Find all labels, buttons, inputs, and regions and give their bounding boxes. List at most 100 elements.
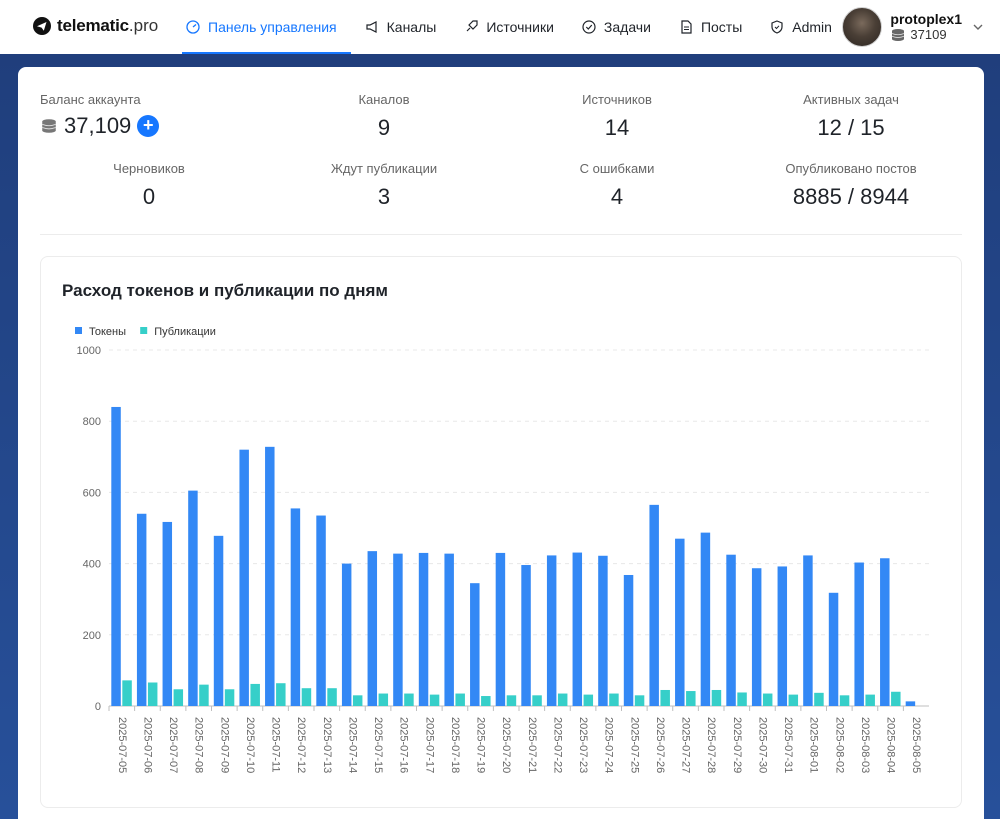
user-balance-value: 37109 (910, 26, 947, 42)
bar-posts (224, 689, 235, 706)
stat-label: Каналов (358, 92, 410, 107)
x-tick-label: 2025-07-27 (680, 717, 692, 773)
bar-posts (609, 693, 619, 706)
stat-label: Черновиков (113, 161, 185, 176)
nav-label: Панель управления (208, 19, 337, 35)
bar-tokens (675, 538, 685, 706)
bar-tokens (470, 583, 480, 706)
y-tick-label: 200 (83, 630, 101, 642)
bar-posts (147, 682, 158, 706)
stat-label: Активных задач (803, 92, 899, 107)
paper-plane-icon (33, 17, 51, 35)
app-logo[interactable]: telematic.pro (33, 14, 158, 38)
x-tick-label: 2025-07-16 (398, 717, 410, 773)
stat-waiting: Ждут публикации 3 (269, 161, 499, 210)
bar-tokens (290, 508, 301, 706)
stat-balance: Баланс аккаунта 37,109 + (40, 92, 270, 139)
x-tick-label: 2025-07-15 (372, 717, 384, 773)
bar-posts (532, 695, 542, 706)
bar-tokens (854, 562, 864, 706)
bar-posts (839, 695, 850, 706)
x-tick-label: 2025-07-07 (167, 717, 179, 773)
bar-tokens (341, 563, 352, 706)
top-navigation-bar: telematic.pro Панель управления Каналы И… (0, 0, 1000, 54)
stat-value: 37,109 (64, 113, 132, 138)
bar-tokens (726, 554, 736, 706)
bar-tokens (905, 701, 916, 706)
y-tick-label: 0 (95, 701, 101, 713)
stat-errors: С ошибками 4 (502, 161, 732, 210)
chevron-down-icon[interactable] (972, 21, 984, 33)
x-tick-label: 2025-08-04 (885, 717, 897, 773)
x-tick-label: 2025-07-28 (705, 717, 717, 773)
bar-tokens (265, 446, 275, 706)
bar-tokens (751, 568, 762, 706)
x-tick-label: 2025-07-11 (270, 717, 282, 772)
bar-posts (788, 694, 799, 706)
stat-label: Баланс аккаунта (40, 92, 141, 107)
x-tick-label: 2025-07-17 (423, 717, 435, 773)
bar-posts (429, 694, 440, 706)
x-tick-label: 2025-07-12 (295, 717, 307, 773)
bar-posts (378, 693, 389, 706)
chart-title: Расход токенов и публикации по дням (62, 281, 388, 300)
nav-item-dashboard[interactable]: Панель управления (172, 0, 351, 54)
bar-posts (404, 693, 414, 706)
x-tick-label: 2025-07-06 (141, 717, 153, 773)
bar-posts (865, 694, 875, 706)
stat-drafts: Черновиков 0 (34, 161, 264, 210)
bar-tokens (880, 558, 890, 706)
chart-card: Расход токенов и публикации по дням Токе… (40, 256, 962, 808)
stat-value: 8885 / 8944 (792, 184, 910, 209)
x-tick-label: 2025-08-02 (833, 717, 845, 773)
nav-label: Посты (700, 19, 743, 35)
stat-value: 0 (142, 184, 156, 209)
bar-posts (301, 688, 312, 706)
bar-posts (250, 683, 260, 706)
legend-label: Токены (89, 326, 126, 338)
x-tick-label: 2025-07-22 (551, 717, 563, 773)
user-menu[interactable]: protoplex1 37109 (842, 6, 984, 48)
stat-sources: Источников 14 (502, 92, 732, 141)
avatar[interactable] (842, 7, 883, 47)
nav-item-channels[interactable]: Каналы (351, 0, 451, 54)
logo-text-light: .pro (128, 16, 159, 35)
user-name: protoplex1 (890, 11, 962, 28)
nav-item-tasks[interactable]: Задачи (568, 0, 665, 54)
bar-posts (737, 692, 747, 706)
stat-value: 4 (610, 184, 624, 209)
bar-tokens (239, 449, 249, 706)
bar-posts (173, 689, 184, 706)
add-balance-button[interactable]: + (137, 115, 160, 137)
nav-item-posts[interactable]: Посты (665, 0, 756, 54)
coins-icon (42, 119, 56, 133)
y-tick-label: 800 (83, 416, 101, 428)
bar-posts (557, 693, 568, 706)
bar-tokens (495, 552, 506, 706)
bar-posts (122, 680, 132, 706)
legend-swatch (140, 327, 148, 334)
legend-swatch (75, 327, 82, 334)
nav-item-sources[interactable]: Источники (450, 0, 568, 54)
nav-label: Каналы (386, 19, 437, 35)
stat-channels: Каналов 9 (269, 92, 499, 141)
stat-value: 9 (377, 115, 391, 140)
bar-posts (634, 695, 645, 706)
bar-posts (455, 693, 465, 706)
bar-posts (327, 688, 337, 706)
stat-label: Ждут публикации (330, 161, 438, 176)
divider (40, 234, 962, 235)
bar-tokens (572, 552, 583, 706)
x-tick-label: 2025-07-24 (603, 717, 615, 773)
nav-item-admin[interactable]: Admin (756, 0, 846, 54)
nav-label: Источники (486, 19, 554, 35)
x-tick-label: 2025-07-20 (500, 717, 512, 773)
bar-tokens (521, 565, 531, 706)
x-tick-label: 2025-07-23 (577, 717, 589, 773)
bar-tokens (803, 555, 813, 706)
bar-posts (762, 693, 773, 706)
bar-tokens (213, 535, 224, 706)
stats-panel: Баланс аккаунта 37,109 + Каналов 9 Источ… (40, 89, 962, 235)
file-icon (681, 20, 692, 34)
bar-tokens (418, 552, 429, 706)
